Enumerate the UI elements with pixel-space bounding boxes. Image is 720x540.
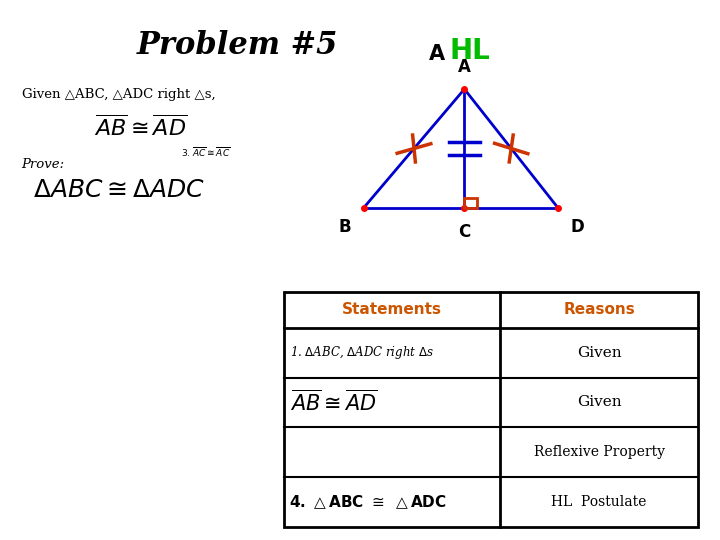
Text: $\overline{AB} \cong \overline{AD}$: $\overline{AB} \cong \overline{AD}$ xyxy=(94,116,187,141)
Text: Reasons: Reasons xyxy=(563,302,635,318)
Text: Given: Given xyxy=(577,395,621,409)
Text: 4. $\triangle$ABC $\cong$ $\triangle$ADC: 4. $\triangle$ABC $\cong$ $\triangle$ADC xyxy=(289,493,446,510)
Text: Problem #5: Problem #5 xyxy=(137,30,338,62)
Text: A: A xyxy=(428,44,444,64)
Text: HL: HL xyxy=(450,37,491,65)
Text: B: B xyxy=(338,218,351,235)
Text: Prove:: Prove: xyxy=(22,158,65,171)
Text: C: C xyxy=(458,223,471,241)
Text: $\overline{AB} \cong \overline{AD}$: $\overline{AB} \cong \overline{AD}$ xyxy=(290,390,378,415)
Text: Reflexive Property: Reflexive Property xyxy=(534,445,665,459)
Text: HL  Postulate: HL Postulate xyxy=(552,495,647,509)
Text: Given: Given xyxy=(577,346,621,360)
Text: A: A xyxy=(458,58,471,76)
Text: 1. $\Delta$ABC, $\Delta$ADC right $\Delta$s: 1. $\Delta$ABC, $\Delta$ADC right $\Delt… xyxy=(290,345,434,361)
Text: $\Delta ABC \cong \Delta ADC$: $\Delta ABC \cong \Delta ADC$ xyxy=(32,179,205,201)
Text: D: D xyxy=(571,218,585,235)
Text: Given △ABC, △ADC right △s,: Given △ABC, △ADC right △s, xyxy=(22,88,215,101)
Text: 3. $\overline{AC} \cong \overline{AC}$: 3. $\overline{AC} \cong \overline{AC}$ xyxy=(181,145,230,159)
Text: Statements: Statements xyxy=(342,302,442,318)
